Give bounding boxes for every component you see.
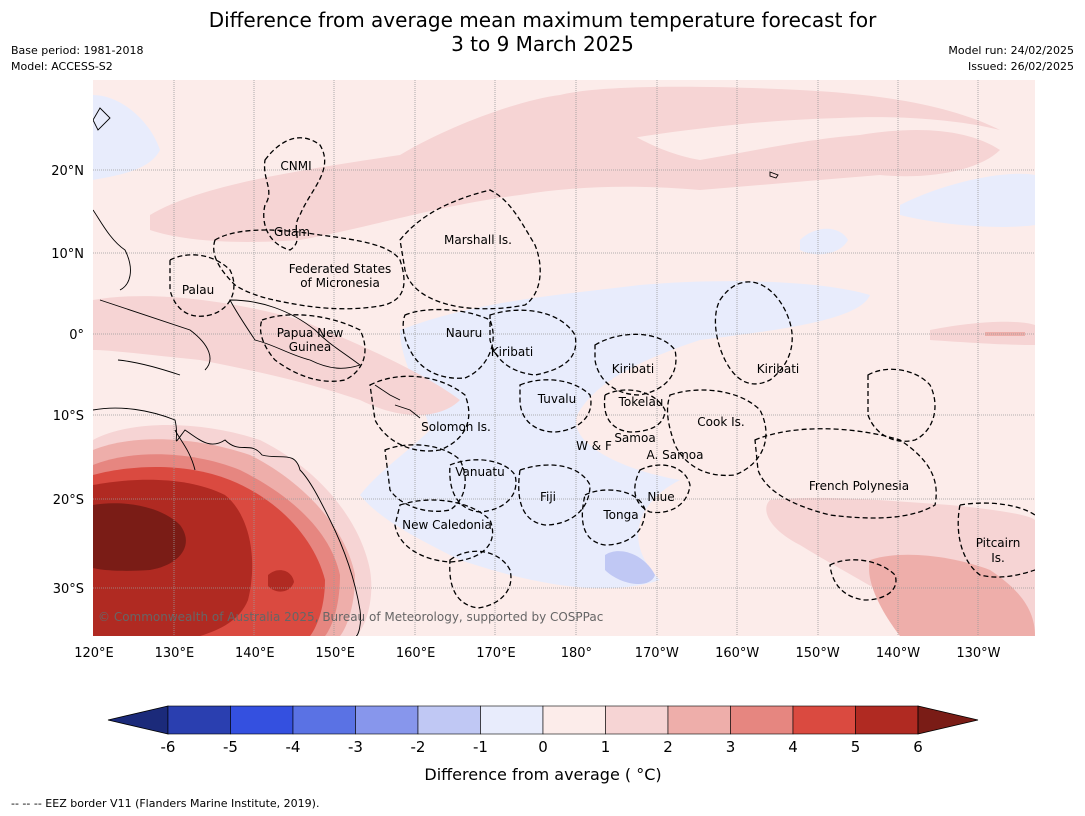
- colorbar-bin: [292, 705, 356, 735]
- colorbar-bin: [230, 705, 294, 735]
- model-run-text: Model run: 24/02/2025: [948, 44, 1074, 57]
- lon-tick-label: 170°E: [476, 646, 516, 661]
- colorbar-extend-high: [917, 705, 979, 735]
- colorbar-tick: -4: [286, 738, 301, 756]
- lon-tick-label: 160°W: [715, 646, 759, 661]
- region-label-fsm-1: Federated States: [289, 262, 391, 276]
- colorbar-tick: 4: [788, 738, 798, 756]
- colorbar-bin: [792, 705, 856, 735]
- anomaly-field: [93, 80, 1035, 636]
- colorbar-tick: 5: [851, 738, 861, 756]
- coastlines: [93, 107, 779, 636]
- region-label-palau: Palau: [182, 283, 214, 297]
- lat-tick-label: 30°S: [53, 582, 84, 597]
- colorbar-tick: -3: [348, 738, 363, 756]
- colorbar-extend-low: [107, 705, 169, 735]
- region-label-tonga: Tonga: [602, 508, 638, 522]
- region-label-marshall: Marshall Is.: [444, 233, 512, 247]
- region-label-solomon: Solomon Is.: [421, 420, 491, 434]
- region-label-samoa: Samoa: [614, 431, 655, 445]
- copyright-text: © Commonwealth of Australia 2025, Bureau…: [98, 610, 603, 624]
- region-label-fsm-2: of Micronesia: [300, 276, 380, 290]
- lat-tick-label: 10°S: [53, 409, 84, 424]
- colorbar-bin: [605, 705, 669, 735]
- colorbar-tick: 0: [538, 738, 548, 756]
- region-label-nauru: Nauru: [446, 326, 482, 340]
- colorbar-tick: -6: [161, 738, 176, 756]
- colorbar-tick: 2: [663, 738, 673, 756]
- colorbar-bin: [667, 705, 731, 735]
- eez-footnote: -- -- -- EEZ border V11 (Flanders Marine…: [11, 797, 319, 810]
- lon-tick-label: 130°E: [155, 646, 195, 661]
- region-label-niue: Niue: [647, 490, 674, 504]
- region-label-vanuatu: Vanuatu: [455, 465, 505, 479]
- region-label-tuvalu: Tuvalu: [537, 392, 577, 406]
- lon-tick-label: 170°W: [635, 646, 679, 661]
- eez-boundaries: [169, 137, 1035, 609]
- latitude-tick-labels: 20°N 10°N 0° 10°S 20°S 30°S: [51, 164, 84, 597]
- base-period-text: Base period: 1981-2018: [11, 44, 144, 57]
- issued-text: Issued: 26/02/2025: [967, 60, 1074, 73]
- region-label-fiji: Fiji: [540, 490, 556, 504]
- colorbar-bin: [542, 705, 606, 735]
- region-label-wallis-futuna: W & F: [576, 439, 612, 453]
- colorbar-tick: -1: [473, 738, 488, 756]
- colorbar-label: Difference from average ( °C): [424, 765, 661, 784]
- colorbar: [107, 705, 979, 735]
- colorbar-tick: 3: [726, 738, 736, 756]
- region-label-pitcairn-1: Pitcairn: [976, 536, 1021, 550]
- lon-tick-label: 130°W: [956, 646, 1000, 661]
- graticule: [93, 80, 1035, 636]
- lat-tick-label: 10°N: [51, 247, 84, 262]
- map-title-line1: Difference from average mean maximum tem…: [208, 8, 877, 32]
- region-label-kiribati-central: Kiribati: [612, 362, 654, 376]
- colorbar-tick-labels: -6 -5 -4 -3 -2 -1 0 1 2 3 4 5 6: [161, 738, 923, 756]
- map-title-line2: 3 to 9 March 2025: [451, 32, 634, 56]
- region-label-png-2: Guinea: [289, 340, 332, 354]
- region-label-cnmi: CNMI: [280, 159, 311, 173]
- lon-tick-label: 160°E: [396, 646, 436, 661]
- colorbar-tick: 6: [913, 738, 923, 756]
- colorbar-tick: -5: [223, 738, 238, 756]
- region-labels: CNMI Guam Marshall Is. Federated States …: [182, 159, 1020, 565]
- region-label-cook: Cook Is.: [697, 415, 744, 429]
- lon-tick-label: 140°E: [235, 646, 275, 661]
- colorbar-bin: [355, 705, 419, 735]
- region-label-french-polynesia: French Polynesia: [809, 479, 909, 493]
- lon-tick-label: 150°W: [796, 646, 840, 661]
- colorbar-bin: [167, 705, 231, 735]
- region-label-american-samoa: A. Samoa: [647, 448, 704, 462]
- region-label-tokelau: Tokelau: [618, 395, 664, 409]
- lon-tick-label: 120°E: [74, 646, 114, 661]
- region-label-new-caledonia: New Caledonia: [402, 518, 492, 532]
- colorbar-bin: [417, 705, 481, 735]
- region-label-pitcairn-2: Is.: [991, 551, 1005, 565]
- region-label-kiribati-east: Kiribati: [757, 362, 799, 376]
- region-label-guam: Guam: [274, 225, 310, 239]
- region-label-kiribati-west: Kiribati: [491, 345, 533, 359]
- colorbar-tick: 1: [601, 738, 611, 756]
- lon-tick-label: 140°W: [876, 646, 920, 661]
- lat-tick-label: 20°S: [53, 493, 84, 508]
- lon-tick-label: 150°E: [315, 646, 355, 661]
- longitude-tick-labels: 120°E 130°E 140°E 150°E 160°E 170°E 180° 170°W 1…: [74, 646, 1000, 661]
- colorbar-bin: [730, 705, 794, 735]
- model-text: Model: ACCESS-S2: [11, 60, 113, 73]
- region-label-png-1: Papua New: [277, 326, 344, 340]
- lon-tick-label: 180°: [561, 646, 592, 661]
- lat-tick-label: 20°N: [51, 164, 84, 179]
- colorbar-bin: [855, 705, 919, 735]
- colorbar-bin: [480, 705, 544, 735]
- lat-tick-label: 0°: [69, 328, 84, 343]
- colorbar-tick: -2: [411, 738, 426, 756]
